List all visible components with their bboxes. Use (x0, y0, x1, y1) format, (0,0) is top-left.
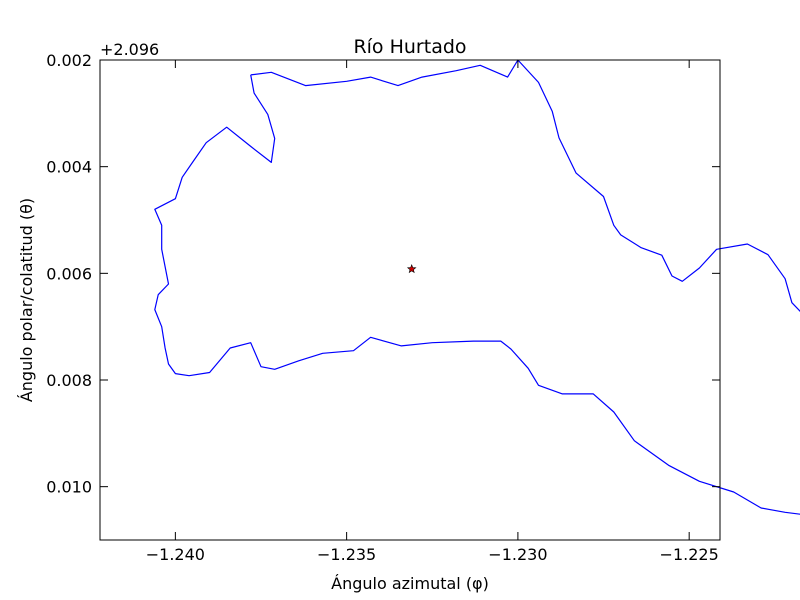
ticks-layer: −1.240 −1.235 −1.230 −1.225 0.002 0.004 0.006 0… (46, 51, 720, 564)
x-tick-label-2: −1.230 (488, 545, 547, 564)
y-tick-label-3: 0.008 (46, 371, 92, 390)
chart-title: Río Hurtado (353, 36, 466, 58)
x-tick-label-0: −1.240 (146, 545, 205, 564)
boundary-line-0 (154, 59, 800, 515)
plot-frame (99, 59, 721, 541)
y-tick-label-0: 0.002 (46, 51, 92, 70)
y-tick-label-4: 0.010 (46, 478, 92, 497)
y-tick-label-2: 0.006 (46, 264, 92, 283)
y-axis-label: Ángulo polar/colatitud (θ) (17, 198, 36, 402)
x-tick-label-3: −1.225 (660, 545, 719, 564)
x-tick-label-1: −1.235 (317, 545, 376, 564)
y-tick-label-1: 0.004 (46, 158, 92, 177)
x-axis-label: Ángulo azimutal (φ) (331, 574, 489, 593)
centroid-star-marker (406, 264, 417, 274)
y-offset-label: +2.096 (100, 40, 159, 59)
plot-layer (154, 59, 800, 515)
